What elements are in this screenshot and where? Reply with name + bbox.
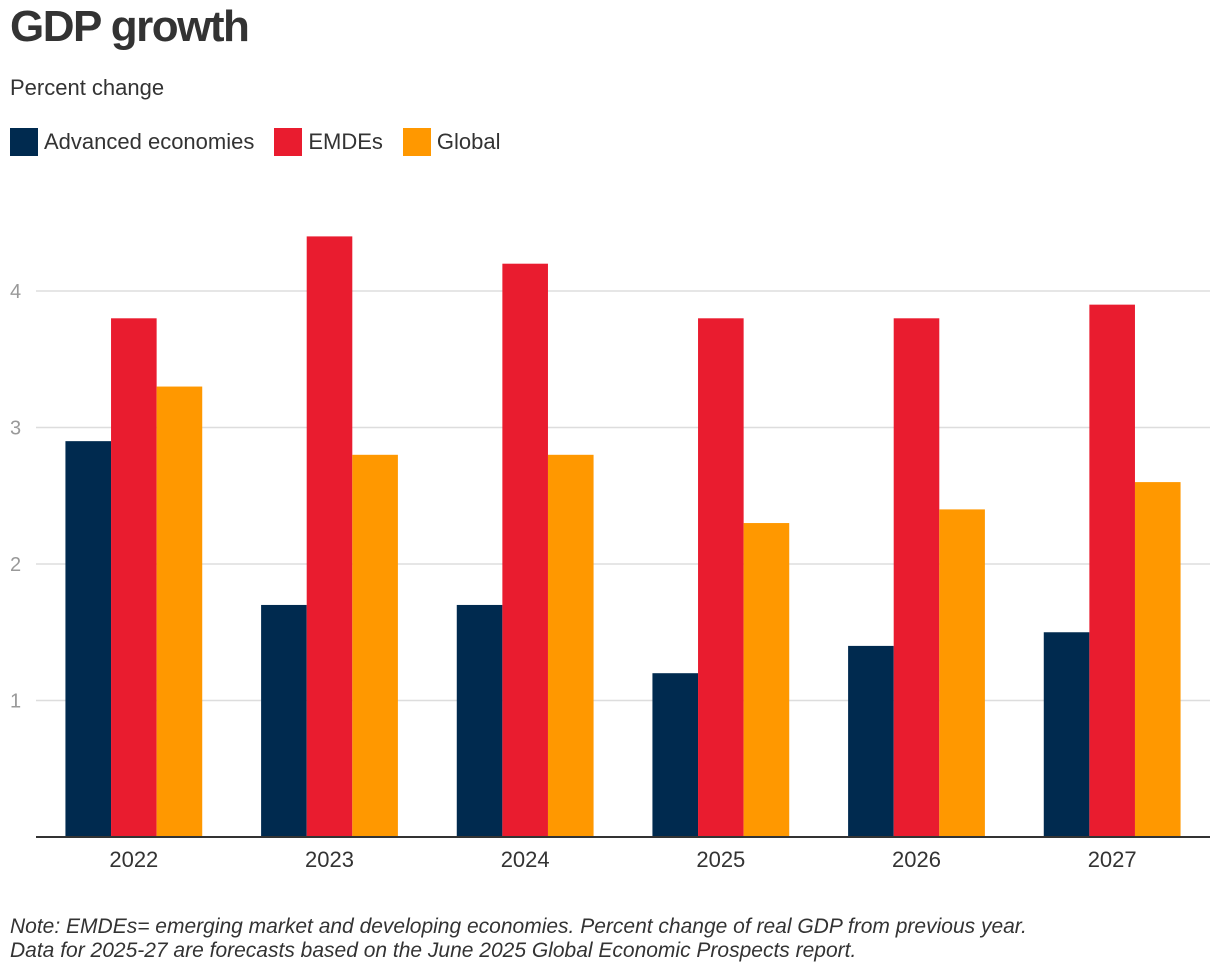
y-tick-label: 2 [10,554,21,576]
bar-emdes-2024 [502,263,548,837]
y-tick-label: 1 [10,691,21,713]
bar-emdes-2027 [1089,304,1135,837]
bar-global-2025 [743,523,790,837]
legend-swatch-emdes [274,128,303,156]
bar-advanced-economies-2027 [1043,632,1090,837]
bar-emdes-2023 [306,236,353,837]
x-tick-label: 2023 [305,847,354,872]
x-tick-label: 2024 [501,847,550,872]
x-tick-label: 2027 [1088,847,1137,872]
legend-item-global: Global [402,128,501,156]
bar-advanced-economies-2025 [652,673,699,837]
bar-advanced-economies-2024 [456,604,503,837]
legend-label-global: Global [436,129,501,154]
bar-emdes-2022 [111,318,157,837]
y-tick-label: 4 [10,281,21,303]
chart-note: Note: EMDEs= emerging market and develop… [10,915,1210,963]
legend-swatch-advanced [10,128,38,156]
note-line-1: Note: EMDEs= emerging market and develop… [10,915,1027,938]
bar-advanced-economies-2026 [848,645,894,837]
bar-global-2023 [352,454,398,837]
chart-title: GDP growth [10,2,250,51]
x-tick-label: 2025 [696,847,745,872]
legend-item-advanced: Advanced economies [10,128,254,156]
bar-chart: 1 2 3 4 2022 2023 2024 2025 2026 2027 [10,236,1210,872]
legend-item-emdes: EMDEs [274,128,383,156]
bar-global-2027 [1134,482,1181,837]
note-line-2: Data for 2025-27 are forecasts based on … [10,939,857,962]
bar-global-2024 [547,454,594,837]
x-tick-label: 2022 [109,847,158,872]
bar-global-2022 [156,386,203,837]
bar-emdes-2026 [893,318,940,837]
legend-label-emdes: EMDEs [308,129,383,154]
bar-advanced-economies-2022 [65,441,112,837]
x-tick-label: 2026 [892,847,941,872]
legend-label-advanced: Advanced economies [44,129,255,154]
legend-swatch-global [402,128,431,156]
y-tick-label: 3 [10,418,21,440]
chart-subtitle: Percent change [10,75,165,100]
bar-advanced-economies-2023 [261,604,307,837]
bar-global-2026 [939,509,985,837]
bar-emdes-2025 [698,318,744,837]
legend: Advanced economies EMDEs Global [10,128,521,156]
